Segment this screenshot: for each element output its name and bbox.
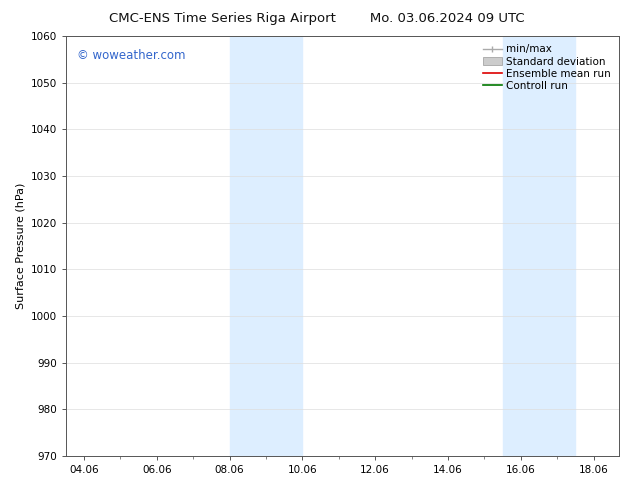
Bar [503, 36, 575, 456]
Text: © woweather.com: © woweather.com [77, 49, 185, 62]
Y-axis label: Surface Pressure (hPa): Surface Pressure (hPa) [15, 183, 25, 309]
Bar [230, 36, 302, 456]
Text: CMC-ENS Time Series Riga Airport        Mo. 03.06.2024 09 UTC: CMC-ENS Time Series Riga Airport Mo. 03.… [109, 12, 525, 25]
Legend: min/max, Standard deviation, Ensemble mean run, Controll run: min/max, Standard deviation, Ensemble me… [480, 41, 614, 94]
